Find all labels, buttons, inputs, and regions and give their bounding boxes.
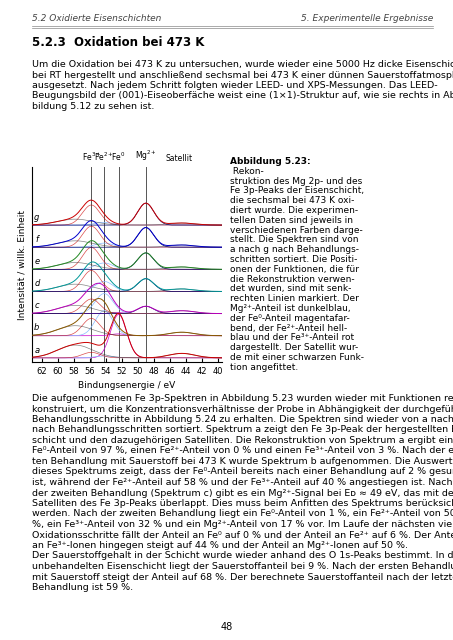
Text: struktion des Mg 2p- und des: struktion des Mg 2p- und des <box>230 177 362 186</box>
Text: der Fe⁰-Anteil magentafar-: der Fe⁰-Anteil magentafar- <box>230 314 350 323</box>
Text: c: c <box>34 301 39 310</box>
Y-axis label: Intensität / willk. Einheit: Intensität / willk. Einheit <box>18 209 26 319</box>
Text: werden. Nach der zweiten Behandlung liegt ein Fe⁰-Anteil von 1 %, ein Fe²⁺-Antei: werden. Nach der zweiten Behandlung lieg… <box>32 509 453 518</box>
Text: dargestellt. Der Satellit wur-: dargestellt. Der Satellit wur- <box>230 343 358 352</box>
Text: Abbildung 5.23:: Abbildung 5.23: <box>230 157 311 166</box>
Text: tion angefittet.: tion angefittet. <box>230 363 298 372</box>
Text: Fe$^{0}$: Fe$^{0}$ <box>111 150 126 163</box>
Text: 5.2.3  Oxidation bei 473 K: 5.2.3 Oxidation bei 473 K <box>32 36 204 49</box>
Text: die sechsmal bei 473 K oxi-: die sechsmal bei 473 K oxi- <box>230 196 354 205</box>
Text: Die aufgenommenen Fe 3p-Spektren in Abbildung 5.23 wurden wieder mit Funktionen : Die aufgenommenen Fe 3p-Spektren in Abbi… <box>32 394 453 403</box>
Text: blau und der Fe³⁺-Anteil rot: blau und der Fe³⁺-Anteil rot <box>230 333 354 342</box>
Text: g: g <box>34 212 39 222</box>
Text: Satellit: Satellit <box>166 154 193 163</box>
Text: f: f <box>35 235 39 244</box>
Text: Mg$^{2+}$: Mg$^{2+}$ <box>135 148 157 163</box>
X-axis label: Bindungsenergie / eV: Bindungsenergie / eV <box>78 381 176 390</box>
Text: d: d <box>34 279 39 288</box>
Text: dieses Spektrums zeigt, dass der Fe⁰-Anteil bereits nach einer Behandlung auf 2 : dieses Spektrums zeigt, dass der Fe⁰-Ant… <box>32 467 453 477</box>
Text: onen der Funktionen, die für: onen der Funktionen, die für <box>230 265 359 274</box>
Text: Behandlung ist 59 %.: Behandlung ist 59 %. <box>32 583 133 592</box>
Text: ist, während der Fe²⁺-Anteil auf 58 % und der Fe³⁺-Anteil auf 40 % angestiegen i: ist, während der Fe²⁺-Anteil auf 58 % un… <box>32 478 453 487</box>
Text: der zweiten Behandlung (Spektrum c) gibt es ein Mg²⁺-Signal bei Eᴅ ≈ 49 eV, das : der zweiten Behandlung (Spektrum c) gibt… <box>32 488 453 497</box>
Text: Der Sauerstoffgehalt in der Schicht wurde wieder anhand des O 1s-Peaks bestimmt.: Der Sauerstoffgehalt in der Schicht wurd… <box>32 552 453 561</box>
Text: unbehandelten Eisenschicht liegt der Sauerstoffanteil bei 9 %. Nach der ersten B: unbehandelten Eisenschicht liegt der Sau… <box>32 562 453 571</box>
Text: Oxidationsschritte fällt der Anteil an Fe⁰ auf 0 % und der Anteil an Fe²⁺ auf 6 : Oxidationsschritte fällt der Anteil an F… <box>32 531 453 540</box>
Text: die Rekonstruktion verwen-: die Rekonstruktion verwen- <box>230 275 355 284</box>
Text: konstruiert, um die Konzentrationsverhältnisse der Probe in Abhängigkeit der dur: konstruiert, um die Konzentrationsverhäl… <box>32 404 453 413</box>
Text: 48: 48 <box>220 622 233 632</box>
Text: Behandlungsschritte in Abbildung 5.24 zu erhalten. Die Spektren sind wieder von : Behandlungsschritte in Abbildung 5.24 zu… <box>32 415 453 424</box>
Text: Beugungsbild der (001)-Eiseoberfäche weist eine (1×1)-Struktur auf, wie sie rech: Beugungsbild der (001)-Eiseoberfäche wei… <box>32 92 453 100</box>
Text: bei RT hergestellt und anschließend sechsmal bei 473 K einer dünnen Sauerstoffat: bei RT hergestellt und anschließend sech… <box>32 70 453 79</box>
Text: e: e <box>34 257 39 266</box>
Text: schicht und den dazugehörigen Satelliten. Die Rekonstruktion von Spektrum a ergi: schicht und den dazugehörigen Satelliten… <box>32 436 453 445</box>
Text: Fe$^{3+}$: Fe$^{3+}$ <box>82 150 101 163</box>
Text: Satelliten des Fe 3p-Peaks überlappt. Dies muss beim Anfitten des Spektrums berü: Satelliten des Fe 3p-Peaks überlappt. Di… <box>32 499 453 508</box>
Text: bildung 5.12 zu sehen ist.: bildung 5.12 zu sehen ist. <box>32 102 154 111</box>
Text: %, ein Fe³⁺-Anteil von 32 % und ein Mg²⁺-Anteil von 17 % vor. Im Laufe der nächs: %, ein Fe³⁺-Anteil von 32 % und ein Mg²⁺… <box>32 520 453 529</box>
Text: diert wurde. Die experimen-: diert wurde. Die experimen- <box>230 206 358 215</box>
Text: a nach g nach Behandlungs-: a nach g nach Behandlungs- <box>230 245 359 254</box>
Text: de mit einer schwarzen Funk-: de mit einer schwarzen Funk- <box>230 353 364 362</box>
Text: stellt. Die Spektren sind von: stellt. Die Spektren sind von <box>230 236 358 244</box>
Text: 5.2 Oxidierte Eisenschichten: 5.2 Oxidierte Eisenschichten <box>32 14 161 23</box>
Text: bend, der Fe²⁺-Anteil hell-: bend, der Fe²⁺-Anteil hell- <box>230 324 347 333</box>
Text: Rekon-: Rekon- <box>230 167 264 176</box>
Text: nach Behandlungsschritten sortiert. Spektrum a zeigt den Fe 3p-Peak der hergeste: nach Behandlungsschritten sortiert. Spek… <box>32 426 453 435</box>
Text: ausgesetzt. Nach jedem Schritt folgten wieder LEED- und XPS-Messungen. Das LEED-: ausgesetzt. Nach jedem Schritt folgten w… <box>32 81 438 90</box>
Text: Fe$^{2+}$: Fe$^{2+}$ <box>94 150 114 163</box>
Text: ten Behandlung mit Sauerstoff bei 473 K wurde Spektrum b aufgenommen. Die Auswer: ten Behandlung mit Sauerstoff bei 473 K … <box>32 457 453 466</box>
Text: verschiedenen Farben darge-: verschiedenen Farben darge- <box>230 226 363 235</box>
Text: mit Sauerstoff steigt der Anteil auf 68 %. Der berechnete Sauerstoffanteil nach : mit Sauerstoff steigt der Anteil auf 68 … <box>32 573 453 582</box>
Text: schritten sortiert. Die Positi-: schritten sortiert. Die Positi- <box>230 255 357 264</box>
Text: b: b <box>34 323 39 332</box>
Text: Fe 3p-Peaks der Eisenschicht,: Fe 3p-Peaks der Eisenschicht, <box>230 186 364 195</box>
Text: Um die Oxidation bei 473 K zu untersuchen, wurde wieder eine 5000 Hz dicke Eisen: Um die Oxidation bei 473 K zu untersuche… <box>32 60 453 69</box>
Text: Mg²⁺-Anteil ist dunkelblau,: Mg²⁺-Anteil ist dunkelblau, <box>230 304 351 313</box>
Text: 5. Experimentelle Ergebnisse: 5. Experimentelle Ergebnisse <box>301 14 433 23</box>
Text: a: a <box>34 346 39 355</box>
Text: tellen Daten sind jeweils in: tellen Daten sind jeweils in <box>230 216 353 225</box>
Text: Fe⁰-Anteil von 97 %, einen Fe²⁺-Anteil von 0 % und einen Fe³⁺-Anteil von 3 %. Na: Fe⁰-Anteil von 97 %, einen Fe²⁺-Anteil v… <box>32 447 453 456</box>
Text: an Fe³⁺-Ionen hingegen steigt auf 44 % und der Anteil an Mg²⁺-Ionen auf 50 %.: an Fe³⁺-Ionen hingegen steigt auf 44 % u… <box>32 541 408 550</box>
Text: rechten Linien markiert. Der: rechten Linien markiert. Der <box>230 294 359 303</box>
Text: det wurden, sind mit senk-: det wurden, sind mit senk- <box>230 284 352 293</box>
